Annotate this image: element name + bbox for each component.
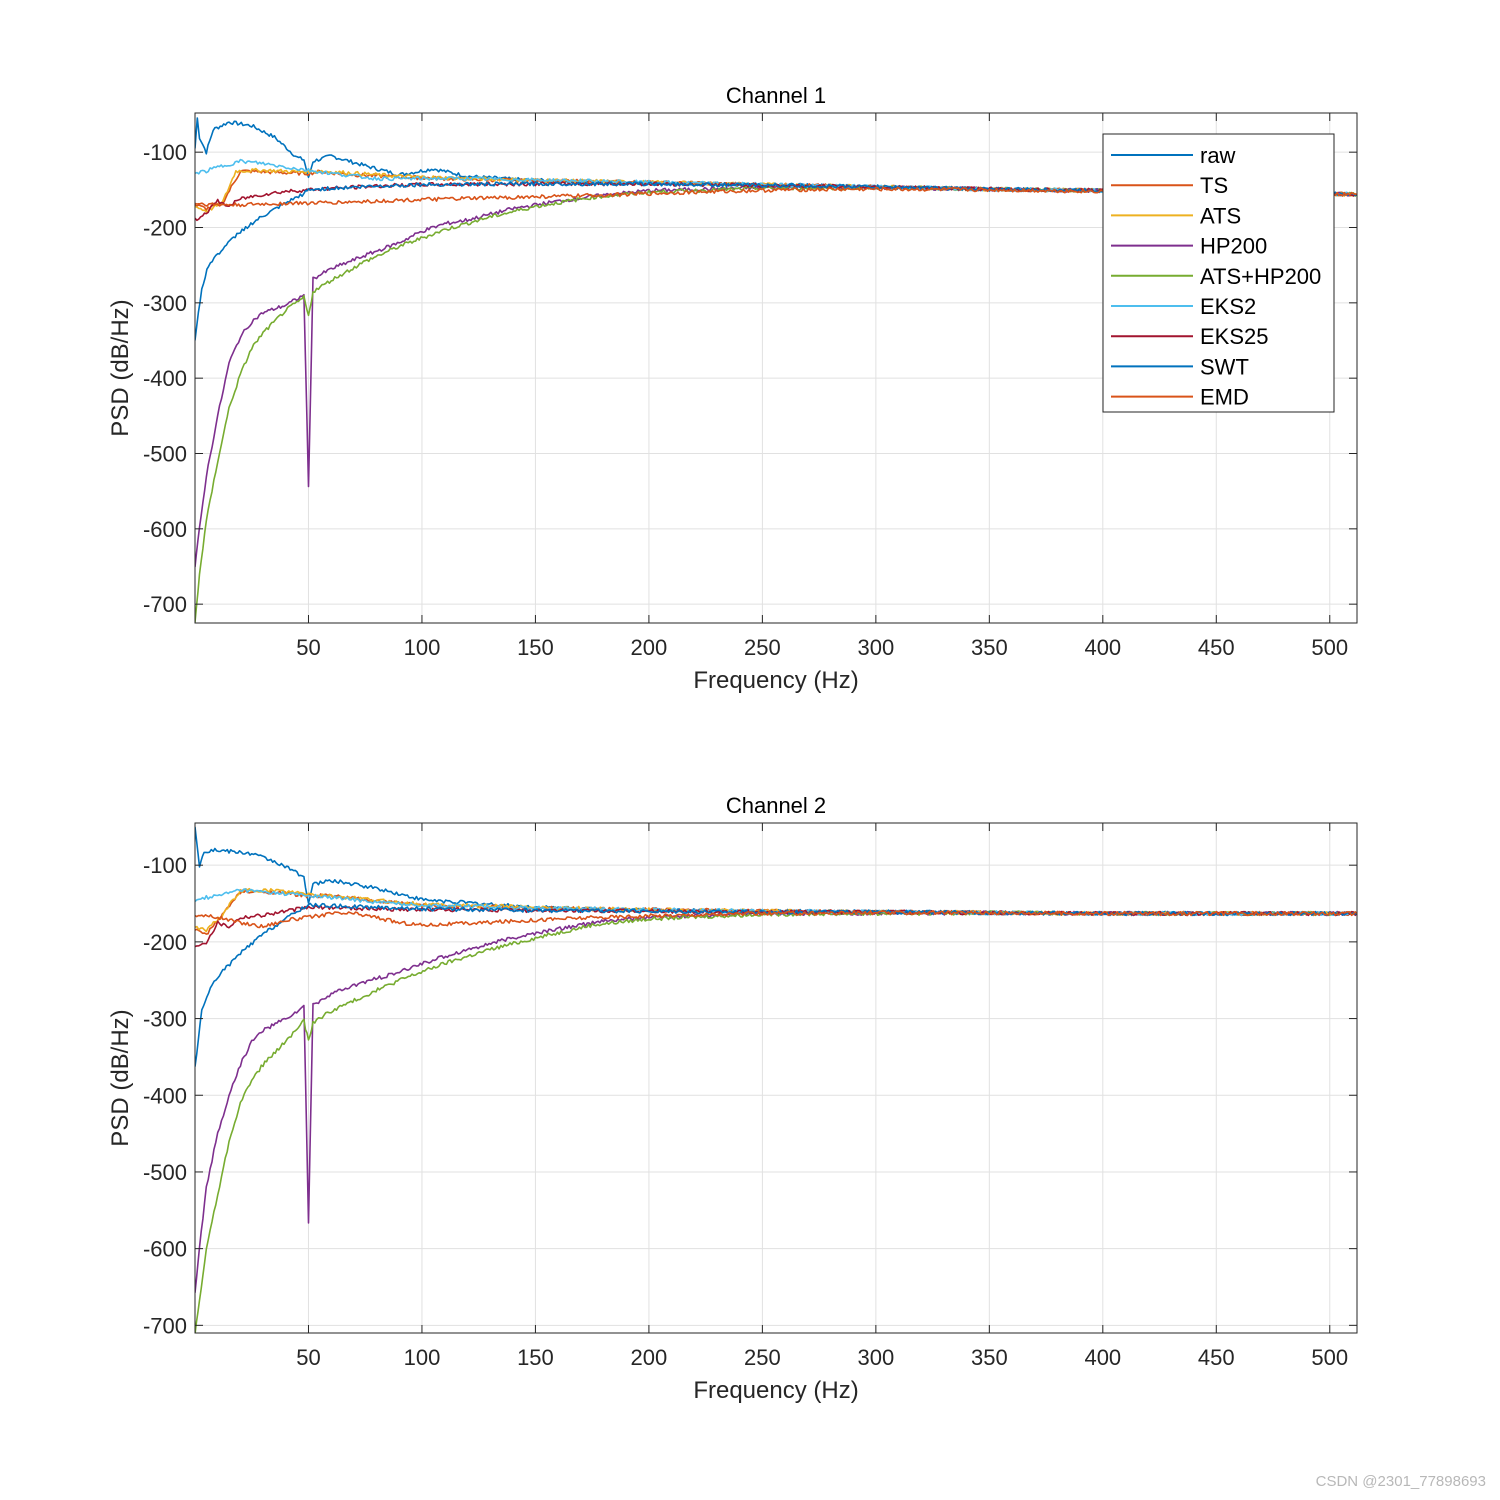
y-tick-label: -700 <box>143 1313 187 1338</box>
series-line-emd <box>195 910 1357 929</box>
legend: raw TS ATS HP200 ATS+HP200 EKS2 EKS25 SWT EMD <box>1102 133 1335 413</box>
x-tick-label: 500 <box>1311 1345 1348 1370</box>
x-axis-label: Frequency (Hz) <box>693 667 858 694</box>
legend-label-swt: SWT <box>1200 354 1249 379</box>
legend-label-eks25: EKS25 <box>1200 324 1269 349</box>
x-tick-label: 500 <box>1311 635 1348 660</box>
watermark: CSDN @2301_77898693 <box>1315 1473 1486 1490</box>
y-axis-label: PSD (dB/Hz) <box>107 299 134 436</box>
tick-labels: 50 100 150 200 250 300 350 400 450 500 -100 -200 -30… <box>143 113 1357 660</box>
chart-title: Channel 2 <box>726 793 826 818</box>
x-tick-label: 250 <box>744 1345 781 1370</box>
axes-box <box>194 822 1358 1334</box>
legend-label-eks2: EKS2 <box>1200 294 1256 319</box>
x-tick-label: 300 <box>858 635 895 660</box>
axes-box <box>194 112 1358 624</box>
x-tick-label: 150 <box>517 635 554 660</box>
x-tick-label: 400 <box>1084 1345 1121 1370</box>
y-tick-label: -400 <box>143 366 187 391</box>
legend-label-ats: ATS <box>1200 203 1241 228</box>
y-axis-label: PSD (dB/Hz) <box>107 1009 134 1146</box>
legend-label-emd: EMD <box>1200 385 1249 410</box>
y-tick-label: -600 <box>143 1237 187 1262</box>
tick-labels: 50 100 150 200 250 300 350 400 450 500 -100 -200 -30… <box>143 823 1357 1370</box>
series-lines <box>195 826 1357 1333</box>
x-tick-label: 350 <box>971 1345 1008 1370</box>
x-tick-label: 250 <box>744 635 781 660</box>
channel-1-panel: 50 100 150 200 250 300 350 400 450 500 -100 -200 -30… <box>107 83 1358 694</box>
y-tick-label: -600 <box>143 517 187 542</box>
x-axis-label: Frequency (Hz) <box>693 1377 858 1404</box>
y-tick-label: -300 <box>143 291 187 316</box>
x-tick-label: 400 <box>1084 635 1121 660</box>
y-tick-label: -500 <box>143 442 187 467</box>
x-tick-label: 450 <box>1198 635 1235 660</box>
y-tick-label: -200 <box>143 930 187 955</box>
y-tick-label: -400 <box>143 1083 187 1108</box>
legend-label-ats-hp200: ATS+HP200 <box>1200 264 1321 289</box>
y-tick-label: -500 <box>143 1160 187 1185</box>
x-tick-label: 350 <box>971 635 1008 660</box>
channel-2-panel: 50 100 150 200 250 300 350 400 450 500 -100 -200 -30… <box>107 793 1358 1404</box>
legend-label-raw: raw <box>1200 143 1236 168</box>
y-tick-label: -100 <box>143 140 187 165</box>
x-tick-label: 50 <box>296 635 320 660</box>
x-tick-label: 100 <box>404 1345 441 1370</box>
x-tick-label: 300 <box>858 1345 895 1370</box>
legend-label-ts: TS <box>1200 173 1228 198</box>
y-tick-label: -700 <box>143 592 187 617</box>
x-tick-label: 200 <box>631 635 668 660</box>
x-tick-label: 200 <box>631 1345 668 1370</box>
x-tick-label: 100 <box>404 635 441 660</box>
legend-label-hp200: HP200 <box>1200 234 1267 259</box>
x-tick-label: 450 <box>1198 1345 1235 1370</box>
chart-title: Channel 1 <box>726 83 826 108</box>
x-tick-label: 150 <box>517 1345 554 1370</box>
grid-lines <box>195 823 1357 1333</box>
x-tick-label: 50 <box>296 1345 320 1370</box>
y-tick-label: -100 <box>143 853 187 878</box>
y-tick-label: -200 <box>143 216 187 241</box>
y-tick-label: -300 <box>143 1007 187 1032</box>
series-clip-group <box>195 826 1357 1333</box>
